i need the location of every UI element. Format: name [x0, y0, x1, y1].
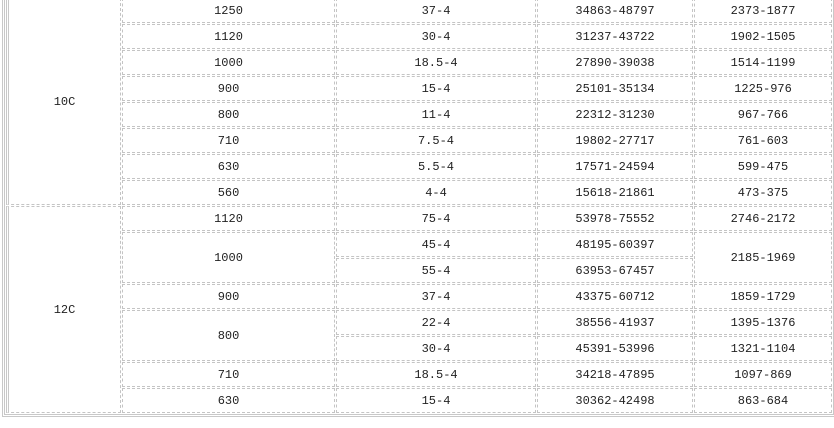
- pressure-cell: 473-375: [694, 180, 832, 205]
- fan-spec-table: 10C 1250 37-4 34863-48797 2373-1877 1120…: [5, 0, 833, 414]
- model-cell: 10C: [6, 0, 121, 205]
- pressure-cell: 863-684: [694, 388, 832, 413]
- flow-cell: 25101-35134: [537, 76, 693, 101]
- flow-cell: 17571-24594: [537, 154, 693, 179]
- pressure-cell: 1902-1505: [694, 24, 832, 49]
- flow-cell: 45391-53996: [537, 336, 693, 361]
- pressure-cell: 2746-2172: [694, 206, 832, 231]
- pressure-cell: 1859-1729: [694, 284, 832, 309]
- flow-cell: 53978-75552: [537, 206, 693, 231]
- flow-cell: 15618-21861: [537, 180, 693, 205]
- table-row: 710 7.5-4 19802-27717 761-603: [6, 128, 832, 153]
- size-cell: 710: [122, 362, 335, 387]
- power-cell: 30-4: [336, 24, 536, 49]
- size-cell: 1000: [122, 232, 335, 283]
- size-cell: 710: [122, 128, 335, 153]
- size-cell: 800: [122, 102, 335, 127]
- table-row: 800 22-4 38556-41937 1395-1376: [6, 310, 832, 361]
- flow-cell: 48195-60397: [537, 232, 693, 257]
- size-cell: 1000: [122, 50, 335, 75]
- flow-cell: 38556-41937: [537, 310, 693, 335]
- power-cell: 37-4: [336, 0, 536, 23]
- fan-spec-table-container: 10C 1250 37-4 34863-48797 2373-1877 1120…: [2, 0, 834, 417]
- size-cell: 630: [122, 154, 335, 179]
- pressure-cell: 1321-1104: [694, 336, 832, 361]
- size-cell: 1120: [122, 206, 335, 231]
- power-cell: 7.5-4: [336, 128, 536, 153]
- pressure-cell: 2185-1969: [694, 232, 832, 283]
- table-row: 710 18.5-4 34218-47895 1097-869: [6, 362, 832, 387]
- power-cell: 37-4: [336, 284, 536, 309]
- size-cell: 1120: [122, 24, 335, 49]
- power-cell: 75-4: [336, 206, 536, 231]
- power-cell: 15-4: [336, 76, 536, 101]
- pressure-cell: 1395-1376: [694, 310, 832, 335]
- pressure-cell: 2373-1877: [694, 0, 832, 23]
- flow-cell: 43375-60712: [537, 284, 693, 309]
- power-cell: 55-4: [336, 258, 536, 283]
- power-cell: 18.5-4: [336, 50, 536, 75]
- table-row: 1120 30-4 31237-43722 1902-1505: [6, 24, 832, 49]
- flow-cell: 34863-48797: [537, 0, 693, 23]
- power-cell: 4-4: [336, 180, 536, 205]
- table-row: 630 5.5-4 17571-24594 599-475: [6, 154, 832, 179]
- flow-cell: 27890-39038: [537, 50, 693, 75]
- size-cell: 800: [122, 310, 335, 361]
- flow-cell: 22312-31230: [537, 102, 693, 127]
- table-row: 10C 1250 37-4 34863-48797 2373-1877: [6, 0, 832, 205]
- table-row: 12C 1120 75-4 53978-75552 2746-2172: [6, 206, 832, 413]
- power-cell: 18.5-4: [336, 362, 536, 387]
- power-cell: 30-4: [336, 336, 536, 361]
- table-row: 630 15-4 30362-42498 863-684: [6, 388, 832, 413]
- flow-cell: 19802-27717: [537, 128, 693, 153]
- power-cell: 45-4: [336, 232, 536, 257]
- table-row: 800 11-4 22312-31230 967-766: [6, 102, 832, 127]
- power-cell: 22-4: [336, 310, 536, 335]
- power-cell: 11-4: [336, 102, 536, 127]
- pressure-cell: 1225-976: [694, 76, 832, 101]
- flow-cell: 31237-43722: [537, 24, 693, 49]
- table-row: 55-4 63953-67457: [6, 258, 832, 283]
- pressure-cell: 967-766: [694, 102, 832, 127]
- table-row: 1000 45-4 48195-60397 2185-1969: [6, 232, 832, 283]
- size-cell: 1250: [122, 0, 335, 23]
- pressure-cell: 1514-1199: [694, 50, 832, 75]
- table-row: 900 15-4 25101-35134 1225-976: [6, 76, 832, 101]
- size-cell: 900: [122, 284, 335, 309]
- table-row: 900 37-4 43375-60712 1859-1729: [6, 284, 832, 309]
- pressure-cell: 761-603: [694, 128, 832, 153]
- flow-cell: 34218-47895: [537, 362, 693, 387]
- size-cell: 630: [122, 388, 335, 413]
- model-cell: 12C: [6, 206, 121, 413]
- flow-cell: 30362-42498: [537, 388, 693, 413]
- table-row: 560 4-4 15618-21861 473-375: [6, 180, 832, 205]
- size-cell: 560: [122, 180, 335, 205]
- power-cell: 5.5-4: [336, 154, 536, 179]
- flow-cell: 63953-67457: [537, 258, 693, 283]
- table-row: 1000 18.5-4 27890-39038 1514-1199: [6, 50, 832, 75]
- pressure-cell: 1097-869: [694, 362, 832, 387]
- size-cell: 900: [122, 76, 335, 101]
- table-row: 30-4 45391-53996 1321-1104: [6, 336, 832, 361]
- power-cell: 15-4: [336, 388, 536, 413]
- pressure-cell: 599-475: [694, 154, 832, 179]
